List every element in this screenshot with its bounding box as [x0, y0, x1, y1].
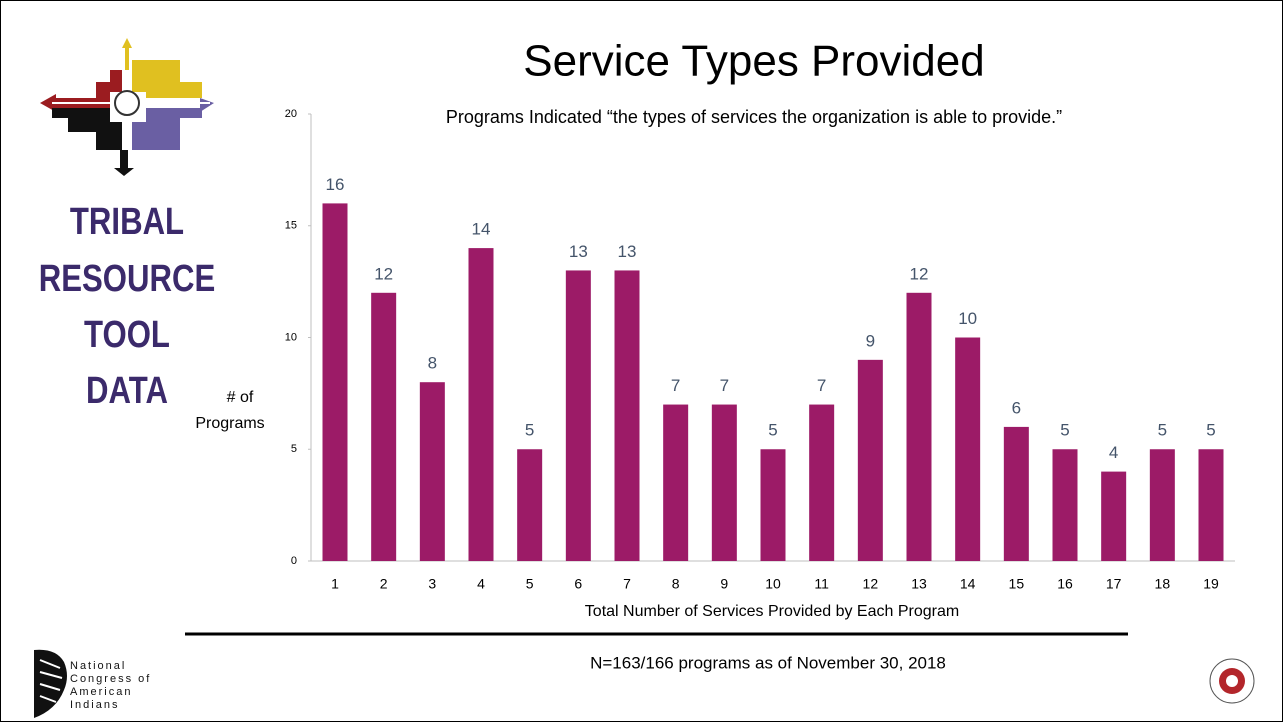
- x-tick-label: 7: [623, 576, 631, 592]
- value-label: 7: [720, 376, 729, 395]
- value-label: 5: [525, 421, 534, 440]
- bar: [711, 404, 737, 561]
- value-label: 9: [866, 331, 875, 350]
- x-tick-label: 13: [911, 576, 927, 592]
- y-axis-label: # of: [227, 389, 254, 406]
- x-tick-label: 4: [477, 576, 485, 592]
- bar: [468, 248, 494, 561]
- y-axis-label: Programs: [195, 415, 264, 432]
- ncai-text: National: [70, 660, 126, 672]
- bar: [565, 270, 591, 561]
- x-tick-label: 10: [765, 576, 781, 592]
- x-tick-label: 15: [1009, 576, 1025, 592]
- bar: [857, 359, 883, 561]
- bar: [371, 292, 397, 561]
- value-label: 5: [1206, 421, 1215, 440]
- y-tick-label: 15: [285, 220, 297, 232]
- x-tick-label: 14: [960, 576, 976, 592]
- value-label: 12: [910, 264, 929, 283]
- bar: [1198, 449, 1224, 561]
- value-label: 8: [428, 354, 437, 373]
- logo-graphic: [40, 38, 214, 176]
- x-tick-label: 18: [1155, 576, 1171, 592]
- bar: [1149, 449, 1175, 561]
- x-tick-label: 9: [720, 576, 728, 592]
- bar: [517, 449, 543, 561]
- logo-text: DATA: [86, 370, 168, 412]
- value-label: 5: [1158, 421, 1167, 440]
- bar: [1052, 449, 1078, 561]
- chart-title: Service Types Provided: [523, 37, 984, 86]
- x-axis-label: Total Number of Services Provided by Eac…: [585, 603, 959, 620]
- x-tick-label: 17: [1106, 576, 1122, 592]
- bar: [419, 382, 445, 561]
- x-tick-label: 16: [1057, 576, 1073, 592]
- ncai-emblem: [34, 649, 67, 718]
- bar: [760, 449, 786, 561]
- x-tick-label: 2: [380, 576, 388, 592]
- value-label: 14: [472, 220, 491, 239]
- ncai-text: American: [70, 686, 132, 698]
- value-label: 4: [1109, 443, 1118, 462]
- value-label: 13: [569, 242, 588, 261]
- footnote: N=163/166 programs as of November 30, 20…: [590, 653, 946, 672]
- value-label: 16: [326, 175, 345, 194]
- bar: [809, 404, 835, 561]
- bar: [614, 270, 640, 561]
- bar: [955, 337, 981, 561]
- y-tick-label: 5: [291, 443, 297, 455]
- x-tick-label: 8: [672, 576, 680, 592]
- y-tick-label: 0: [291, 555, 297, 567]
- logo-text: TOOL: [84, 314, 170, 356]
- ncai-text: Indians: [70, 699, 119, 711]
- x-tick-label: 3: [428, 576, 436, 592]
- value-label: 13: [618, 242, 637, 261]
- chart-subtitle: Programs Indicated “the types of service…: [446, 107, 1062, 127]
- x-tick-label: 1: [331, 576, 339, 592]
- value-label: 5: [1060, 421, 1069, 440]
- value-label: 12: [374, 264, 393, 283]
- value-label: 7: [671, 376, 680, 395]
- value-label: 10: [958, 309, 977, 328]
- value-label: 5: [768, 421, 777, 440]
- bar: [906, 292, 932, 561]
- logo-text: TRIBAL: [70, 201, 184, 243]
- bar: [1101, 471, 1127, 561]
- ncai-text: Congress of: [70, 673, 151, 685]
- y-tick-label: 10: [285, 331, 297, 343]
- logo-text: RESOURCE: [39, 258, 216, 300]
- x-tick-label: 19: [1203, 576, 1219, 592]
- bar: [322, 203, 348, 561]
- research-center-emblem: [1209, 658, 1255, 704]
- value-label: 7: [817, 376, 826, 395]
- x-tick-label: 5: [526, 576, 534, 592]
- y-tick-label: 20: [285, 108, 297, 120]
- x-tick-label: 12: [863, 576, 879, 592]
- value-label: 6: [1012, 398, 1021, 417]
- x-tick-label: 6: [574, 576, 582, 592]
- bar: [1003, 426, 1029, 561]
- bar: [663, 404, 689, 561]
- x-tick-label: 11: [814, 576, 829, 592]
